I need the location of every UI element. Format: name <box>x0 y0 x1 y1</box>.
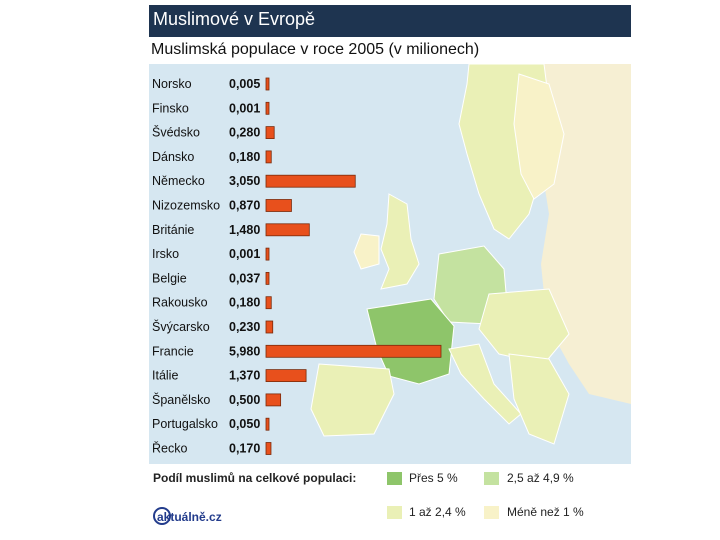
bar <box>265 296 272 310</box>
category-label: Švédsko <box>152 125 200 140</box>
value-label: 0,230 <box>229 320 260 334</box>
legend-label-1-2-4: 1 až 2,4 % <box>409 505 466 519</box>
region-iberia <box>310 363 395 437</box>
bar <box>265 223 310 237</box>
value-label: 1,480 <box>229 223 260 237</box>
region-ireland <box>353 233 380 270</box>
category-label: Dánsko <box>152 150 194 164</box>
category-label: Švýcarsko <box>152 319 210 334</box>
legend-swatch-over-5 <box>387 472 402 485</box>
category-label: Německo <box>152 174 205 188</box>
region-balkans <box>508 353 570 445</box>
bar <box>265 77 270 91</box>
value-label: 3,050 <box>229 174 260 188</box>
value-label: 0,280 <box>229 126 260 140</box>
category-label: Itálie <box>152 369 178 383</box>
legend-swatch-1-2-4 <box>387 506 402 519</box>
bar <box>265 442 272 455</box>
value-label: 0,870 <box>229 199 260 213</box>
chart-subtitle: Muslimská populace v roce 2005 (v milion… <box>151 41 480 58</box>
region-finland <box>513 73 565 200</box>
legend-swatch-under-1 <box>484 506 499 519</box>
logo-text: aktuálně.cz <box>157 510 222 524</box>
bar <box>265 247 270 261</box>
bar <box>265 271 270 285</box>
bar <box>265 320 274 334</box>
legend-label-2-5-4-9: 2,5 až 4,9 % <box>507 471 574 485</box>
category-label: Finsko <box>152 101 189 115</box>
category-label: Británie <box>152 223 194 237</box>
bar <box>265 150 272 164</box>
bar-chart: Norsko 0,005 Finsko 0,001 Švédsko 0,280 Dánsko… <box>152 77 442 456</box>
category-label: Francie <box>152 344 194 358</box>
category-label: Belgie <box>152 271 187 285</box>
legend-swatch-2-5-4-9 <box>484 472 499 485</box>
value-label: 0,037 <box>229 271 260 285</box>
figure: Muslimové v Evropě Muslimská populace v … <box>149 5 631 532</box>
aktualne-logo: aktuálně.cz <box>153 507 222 525</box>
region-britain <box>380 193 420 290</box>
europe-map <box>149 64 631 464</box>
value-label: 0,005 <box>229 77 260 91</box>
bar <box>265 199 292 212</box>
category-label: Irsko <box>152 247 179 261</box>
category-label: Řecko <box>152 441 187 456</box>
legend-label-over-5: Přes 5 % <box>409 471 458 485</box>
category-label: Norsko <box>152 77 192 91</box>
title-bar: Muslimové v Evropě <box>149 5 631 37</box>
category-label: Španělsko <box>152 392 210 407</box>
chart-title: Muslimové v Evropě <box>153 9 316 29</box>
category-label: Rakousko <box>152 296 208 310</box>
legend: Podíl muslimů na celkové populaci: Přes … <box>149 464 631 532</box>
value-label: 1,370 <box>229 369 260 383</box>
bar <box>265 126 275 139</box>
value-label: 0,001 <box>229 101 260 115</box>
value-label: 0,180 <box>229 150 260 164</box>
value-label: 0,050 <box>229 417 260 431</box>
value-label: 5,980 <box>229 344 260 358</box>
value-label: 0,500 <box>229 393 260 407</box>
category-label: Nizozemsko <box>152 199 220 213</box>
legend-label-under-1: Méně než 1 % <box>507 505 584 519</box>
bar <box>265 417 270 431</box>
value-label: 0,001 <box>229 247 260 261</box>
value-label: 0,170 <box>229 442 260 456</box>
subtitle-bar: Muslimská populace v roce 2005 (v milion… <box>149 37 631 64</box>
bar <box>265 344 442 358</box>
bar <box>265 174 356 188</box>
bar <box>265 393 282 407</box>
region-italy <box>448 343 522 425</box>
bar <box>265 369 307 383</box>
category-label: Portugalsko <box>152 417 218 431</box>
bar <box>265 101 270 115</box>
value-label: 0,180 <box>229 296 260 310</box>
legend-title: Podíl muslimů na celkové populaci: <box>153 471 357 485</box>
